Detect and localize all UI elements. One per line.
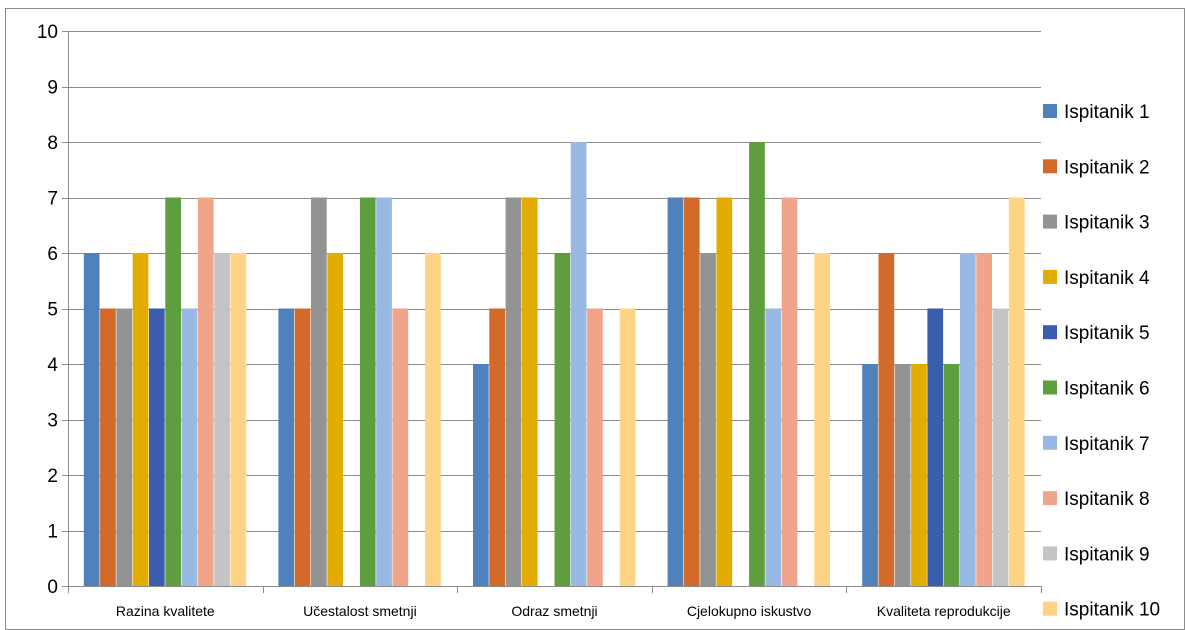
bar-1-4 xyxy=(667,197,684,586)
bar-4-4 xyxy=(716,197,733,586)
bar-4-3 xyxy=(521,197,538,586)
y-tick-label: 3 xyxy=(47,411,58,432)
bar-2-3 xyxy=(489,308,505,586)
legend-label: Ispitanik 10 xyxy=(1064,600,1160,621)
bar-7-2 xyxy=(376,197,392,586)
legend-swatch xyxy=(1043,325,1057,340)
bar-3-4 xyxy=(700,253,716,586)
legend-swatch xyxy=(1043,214,1057,229)
bar-1-1 xyxy=(83,253,100,586)
legend-swatch xyxy=(1043,601,1057,616)
x-category-label: Kvaliteta reprodukcije xyxy=(877,603,1011,619)
y-tick-label: 4 xyxy=(47,355,58,376)
axes xyxy=(62,31,1042,593)
bar-8-5 xyxy=(976,253,992,586)
bar-10-3 xyxy=(619,308,636,586)
y-tick-label: 5 xyxy=(47,300,58,321)
bar-4-2 xyxy=(327,253,343,586)
legend-swatch xyxy=(1043,435,1057,450)
legend-swatch xyxy=(1043,104,1057,118)
bar-2-5 xyxy=(878,253,895,586)
bar-6-5 xyxy=(943,364,960,586)
legend-label: Ispitanik 4 xyxy=(1064,268,1150,289)
bar-10-4 xyxy=(814,253,830,586)
bar-7-3 xyxy=(570,142,587,586)
legend-label: Ispitanik 1 xyxy=(1064,102,1150,123)
bar-2-2 xyxy=(294,308,311,586)
y-tick-label: 1 xyxy=(47,522,58,543)
legend-label: Ispitanik 3 xyxy=(1064,213,1150,234)
y-tick-label: 6 xyxy=(47,244,58,265)
bar-8-2 xyxy=(392,308,409,586)
y-tick-label: 2 xyxy=(47,466,58,487)
legend-label: Ispitanik 7 xyxy=(1064,434,1150,455)
legend-swatch xyxy=(1043,159,1057,174)
bar-4-5 xyxy=(911,364,927,586)
bar-1-3 xyxy=(473,364,489,586)
y-tick-label: 10 xyxy=(37,22,58,43)
legend-label: Ispitanik 9 xyxy=(1064,544,1150,565)
bar-3-3 xyxy=(505,197,522,586)
bar-2-1 xyxy=(100,308,116,586)
bar-5-1 xyxy=(149,308,165,586)
legend: Ispitanik 1 Ispitanik 2 Ispitanik 3 Ispitan… xyxy=(1043,102,1160,621)
y-tick-label: 0 xyxy=(47,577,58,598)
y-tick-label: 9 xyxy=(47,78,58,99)
bar-8-1 xyxy=(197,197,214,586)
bar-3-5 xyxy=(894,364,911,586)
legend-swatch xyxy=(1043,380,1057,395)
x-category-label: Razina kvalitete xyxy=(116,603,215,619)
bar-2-4 xyxy=(683,197,700,586)
x-category-label: Odraz smetnji xyxy=(511,603,597,619)
y-tick-label: 8 xyxy=(47,133,58,154)
bar-6-2 xyxy=(359,197,376,586)
bar-3-1 xyxy=(116,308,133,586)
y-tick-label: 7 xyxy=(47,189,58,210)
bar-10-5 xyxy=(1008,197,1025,586)
bar-9-5 xyxy=(992,308,1009,586)
legend-label: Ispitanik 8 xyxy=(1064,489,1150,510)
x-category-label: Učestalost smetnji xyxy=(303,603,417,619)
bar-10-2 xyxy=(425,253,441,586)
y-axis-tick-labels: 0 1 2 3 4 5 6 7 8 9 10 xyxy=(37,22,59,598)
bar-1-2 xyxy=(278,308,295,586)
bar-3-2 xyxy=(311,197,327,586)
x-axis-category-labels: Razina kvalitete Učestalost smetnji Odraz … xyxy=(116,603,1011,619)
bar-7-4 xyxy=(765,308,782,586)
bar-4-1 xyxy=(132,253,149,586)
bar-5-5 xyxy=(927,308,944,586)
legend-label: Ispitanik 5 xyxy=(1064,323,1150,344)
legend-swatch xyxy=(1043,491,1057,506)
bars xyxy=(83,142,1025,586)
bar-9-1 xyxy=(214,253,230,586)
bar-6-4 xyxy=(749,142,765,586)
bar-7-5 xyxy=(960,253,976,586)
bar-8-3 xyxy=(587,308,603,586)
bar-1-5 xyxy=(862,364,878,586)
bar-6-3 xyxy=(554,253,571,586)
legend-label: Ispitanik 6 xyxy=(1064,379,1150,400)
x-category-label: Cjelokupno iskustvo xyxy=(687,603,812,619)
legend-label: Ispitanik 2 xyxy=(1064,157,1150,178)
bar-10-1 xyxy=(230,253,247,586)
bar-6-1 xyxy=(165,197,181,586)
bar-8-4 xyxy=(781,197,798,586)
legend-swatch xyxy=(1043,546,1057,561)
legend-swatch xyxy=(1043,269,1057,284)
bar-7-1 xyxy=(181,308,198,586)
